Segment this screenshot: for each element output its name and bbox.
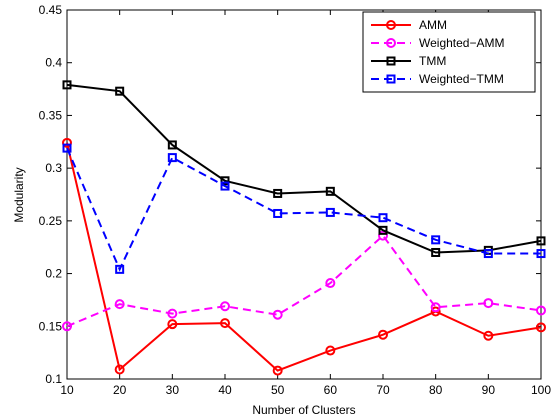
y-tick-label: 0.1 [45, 372, 62, 386]
data-point [62, 137, 72, 148]
data-point [536, 305, 546, 316]
data-point [114, 364, 125, 375]
x-tick-label: 40 [218, 383, 232, 397]
data-point [220, 176, 230, 186]
y-tick-label: 0.35 [39, 108, 63, 122]
series-layer [62, 80, 546, 376]
legend-label: Weighted−AMM [419, 36, 504, 50]
data-point [273, 188, 283, 198]
data-point [115, 264, 125, 274]
data-point [115, 86, 125, 96]
x-tick-label: 60 [324, 383, 338, 397]
y-tick-label: 0.15 [39, 319, 63, 333]
legend-item: AMM [371, 18, 447, 32]
data-point [325, 278, 336, 289]
data-point [536, 236, 546, 246]
x-tick-label: 10 [60, 383, 74, 397]
data-point [167, 140, 177, 150]
data-point [325, 345, 336, 356]
data-point [220, 301, 230, 312]
y-tick-label: 0.2 [45, 267, 62, 281]
data-point [220, 181, 230, 191]
data-point [220, 318, 230, 329]
series-0 [62, 137, 546, 376]
data-point [272, 309, 283, 320]
data-point [325, 186, 335, 196]
legend-marker [386, 74, 396, 84]
data-point [378, 230, 388, 241]
data-point [378, 213, 388, 223]
legend-item: Weighted−AMM [371, 36, 504, 50]
data-point [114, 299, 125, 310]
legend-marker [386, 56, 396, 66]
data-point [378, 225, 388, 235]
data-point [167, 308, 178, 319]
legend-marker [386, 38, 396, 48]
y-axis-label: Modularity [12, 167, 26, 222]
legend: AMM Weighted−AMM TMM Weighted−TMM [362, 11, 536, 93]
x-tick-label: 70 [376, 383, 390, 397]
data-point [431, 247, 441, 257]
x-tick-label: 20 [113, 383, 127, 397]
data-point [273, 208, 283, 218]
series-line [66, 142, 542, 372]
series-line [66, 83, 542, 254]
data-point [430, 302, 441, 313]
x-tick-label: 30 [166, 383, 180, 397]
data-point [378, 329, 388, 340]
y-tick-label: 0.45 [39, 3, 63, 17]
legend-label: Weighted−TMM [419, 72, 504, 86]
data-point [62, 80, 72, 90]
legend-item: Weighted−TMM [371, 72, 504, 86]
data-point [483, 330, 494, 341]
series-3 [62, 143, 546, 274]
data-point [483, 249, 493, 259]
y-tick-label: 0.25 [39, 214, 63, 228]
data-point [325, 207, 335, 217]
y-tick-label: 0.4 [45, 56, 62, 70]
x-tick-label: 50 [271, 383, 285, 397]
data-point [167, 319, 178, 330]
data-point [62, 143, 72, 153]
data-point [272, 365, 283, 376]
data-point [431, 235, 441, 245]
legend-marker [386, 20, 396, 30]
data-point [167, 153, 177, 163]
series-1 [62, 230, 546, 332]
y-tick-label: 0.3 [45, 161, 62, 175]
x-tick-label: 90 [482, 383, 496, 397]
data-point [62, 321, 72, 332]
data-point [536, 249, 546, 259]
x-tick-label: 100 [531, 383, 551, 397]
data-point [536, 322, 546, 333]
x-tick-label: 80 [429, 383, 443, 397]
data-point [430, 306, 441, 317]
legend-label: TMM [419, 54, 446, 68]
x-axis-label: Number of Clusters [252, 403, 355, 417]
axis-ticks: 10 20 30 40 50 60 70 80 90 100 0.1 0.15 0.2 0.25 0.3 0.… [39, 3, 552, 397]
legend-item: TMM [371, 54, 446, 68]
data-point [483, 298, 494, 309]
series-2 [62, 80, 546, 257]
series-line [66, 147, 541, 272]
series-line [66, 234, 542, 328]
legend-label: AMM [419, 18, 447, 32]
